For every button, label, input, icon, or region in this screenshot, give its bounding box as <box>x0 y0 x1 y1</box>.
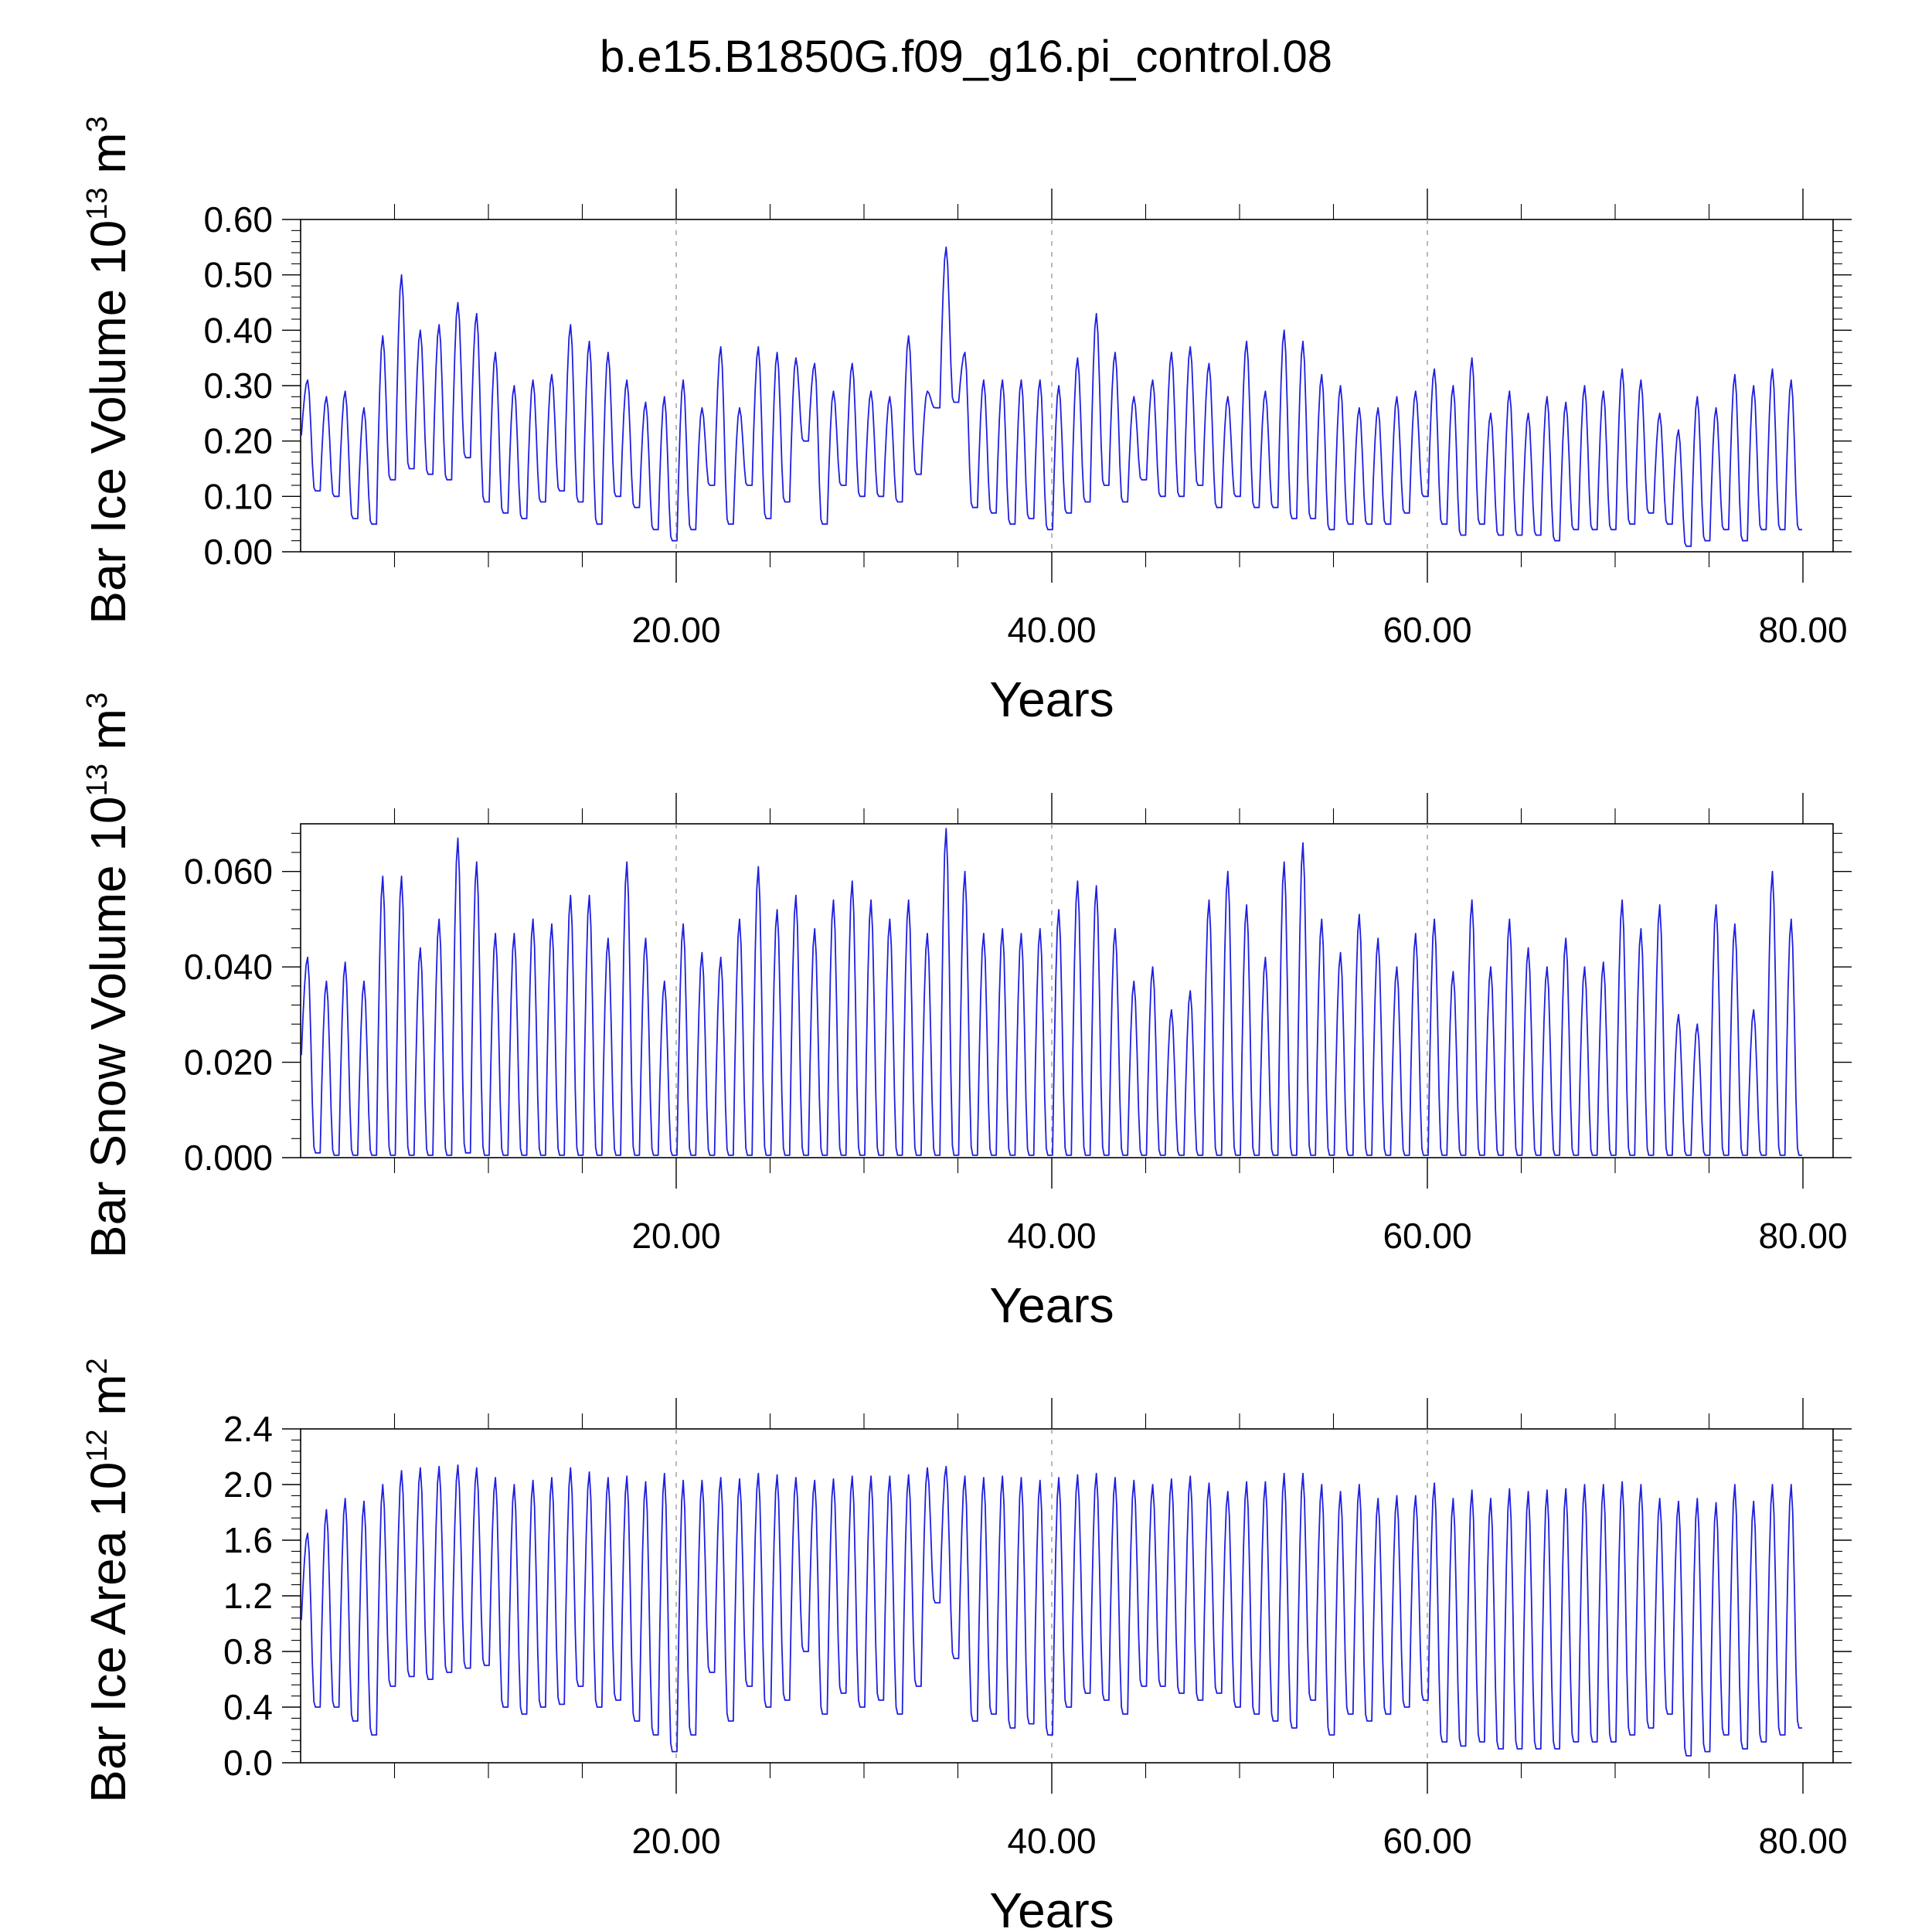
chart-panel-ice-area: 0.0 0.4 0.8 1.2 1.6 2.0 2.4 20.00 40.00 60.00 80.0… <box>80 1358 1852 1932</box>
series-line-ice-volume <box>301 246 1802 547</box>
y-axis-label-part: Bar Ice Volume 10 <box>80 220 136 624</box>
y-axis-label-part: m <box>80 709 136 764</box>
y-axis-label: Bar Ice Area 1012 m2 <box>80 1358 136 1803</box>
y-axis-label-part: 13 <box>81 764 114 796</box>
series-line-ice-area <box>301 1464 1802 1757</box>
y-tick-label: 0.60 <box>203 199 273 240</box>
y-tick-label: 0.8 <box>223 1631 273 1672</box>
y-tick-label: 0.4 <box>223 1687 273 1727</box>
x-tick-label: 80.00 <box>1758 1821 1847 1861</box>
y-tick-label: 1.6 <box>223 1520 273 1560</box>
series-line-snow-volume <box>301 828 1802 1156</box>
x-tick-label: 20.00 <box>631 1216 720 1256</box>
y-axis-label-part: m <box>80 132 136 187</box>
x-tick-label: 80.00 <box>1758 1216 1847 1256</box>
plot-frame <box>300 823 1834 1158</box>
x-tick-label: 60.00 <box>1383 1821 1471 1861</box>
x-tick-label: 40.00 <box>1007 1821 1096 1861</box>
y-tick-label: 0.30 <box>203 366 273 406</box>
y-tick-label: 0.0 <box>223 1743 273 1783</box>
x-axis-label: Years <box>989 1883 1114 1932</box>
x-tick-label: 40.00 <box>1007 1216 1096 1256</box>
y-axis-label: Bar Ice Volume 1013 m3 <box>80 116 136 624</box>
x-axis-label: Years <box>989 672 1114 727</box>
y-tick-label: 0.00 <box>203 532 273 572</box>
y-axis-label: Bar Snow Volume 1013 m3 <box>80 692 136 1258</box>
y-axis-label-part: 12 <box>81 1429 114 1461</box>
y-axis-label-part: 13 <box>81 187 114 219</box>
y-tick-label: 0.000 <box>184 1138 273 1178</box>
x-tick-label: 20.00 <box>631 610 720 650</box>
y-tick-label: 0.10 <box>203 476 273 516</box>
x-tick-label: 40.00 <box>1007 610 1096 650</box>
panels: 0.00 0.10 0.20 0.30 0.40 0.50 0.60 20.00 40.00 60… <box>80 116 1852 1932</box>
y-tick-label: 2.0 <box>223 1464 273 1505</box>
chart-panel-snow-volume: 0.000 0.020 0.040 0.060 20.00 40.00 60.00 80.00… <box>80 692 1852 1333</box>
y-tick-label: 0.060 <box>184 852 273 892</box>
y-tick-label: 1.2 <box>223 1576 273 1616</box>
y-tick-label: 0.50 <box>203 255 273 295</box>
figure-title: b.e15.B1850G.f09_g16.pi_control.08 <box>600 32 1332 82</box>
y-tick-label: 2.4 <box>223 1409 273 1449</box>
y-axis-label-part: m <box>80 1374 136 1429</box>
y-tick-label: 0.020 <box>184 1043 273 1083</box>
x-axis-label: Years <box>989 1277 1114 1333</box>
y-tick-label: 0.040 <box>184 947 273 987</box>
plot-frame <box>300 1428 1834 1764</box>
x-tick-label: 20.00 <box>631 1821 720 1861</box>
plot-frame <box>300 219 1834 553</box>
y-tick-label: 0.40 <box>203 310 273 350</box>
y-axis-label-part: 2 <box>81 1358 114 1374</box>
x-tick-label: 80.00 <box>1758 610 1847 650</box>
x-tick-label: 60.00 <box>1383 1216 1471 1256</box>
x-tick-label: 60.00 <box>1383 610 1471 650</box>
y-tick-label: 0.20 <box>203 421 273 461</box>
y-axis-label-part: Bar Ice Area 10 <box>80 1462 136 1803</box>
y-axis-label-part: Bar Snow Volume 10 <box>80 796 136 1258</box>
y-axis-label-part: 3 <box>81 116 114 132</box>
y-axis-label-part: 3 <box>81 692 114 709</box>
chart-panel-ice-volume: 0.00 0.10 0.20 0.30 0.40 0.50 0.60 20.00 40.00 60… <box>80 116 1852 727</box>
